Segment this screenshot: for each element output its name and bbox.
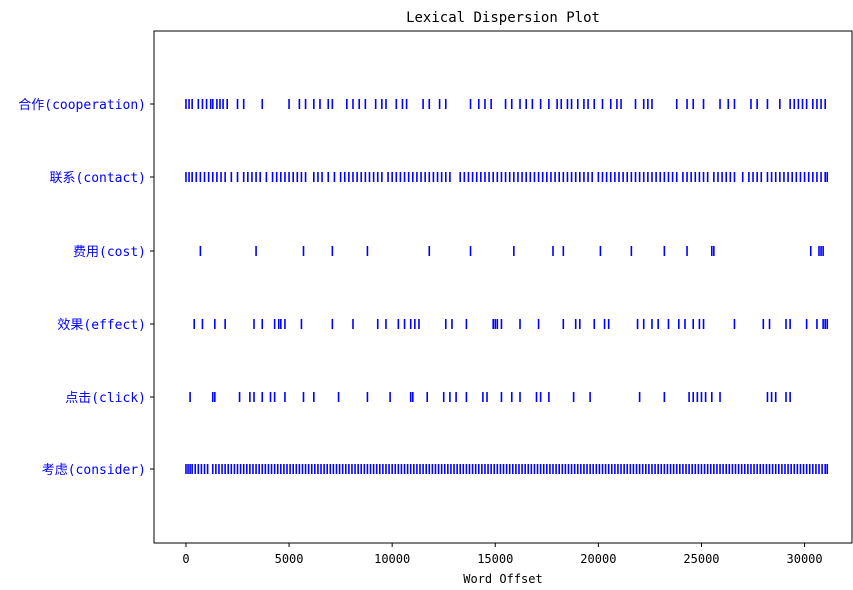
x-tick-label: 0 <box>182 552 189 566</box>
x-tick-label: 25000 <box>683 552 719 566</box>
y-tick-label: 费用(cost) <box>73 245 146 260</box>
series-row <box>193 319 829 329</box>
y-tick-label: 效果(effect) <box>57 318 146 333</box>
x-tick-label: 5000 <box>275 552 304 566</box>
x-tick-layer: 0 5000 10000 15000 20000 25000 30000 <box>182 543 823 566</box>
y-tick-label: 点击(click) <box>65 391 146 406</box>
chart-title: Lexical Dispersion Plot <box>406 10 600 26</box>
y-tick-label: 联系(contact) <box>50 171 146 186</box>
x-tick-label: 30000 <box>787 552 823 566</box>
series-row <box>189 392 791 402</box>
x-axis-label: Word Offset <box>463 572 542 586</box>
y-tick-label: 考虑(consider) <box>42 463 146 478</box>
series-row <box>185 464 829 474</box>
series-row <box>199 246 824 256</box>
y-tick-layer: 合作(cooperation) 联系(contact) 费用(cost) 效果(eff… <box>18 98 154 478</box>
series-row <box>185 172 829 182</box>
x-tick-label: 10000 <box>374 552 410 566</box>
y-tick-label: 合作(cooperation) <box>18 98 146 113</box>
marks-layer <box>185 99 829 474</box>
x-tick-label: 15000 <box>477 552 513 566</box>
plot-frame <box>153 30 853 544</box>
x-tick-label: 20000 <box>580 552 616 566</box>
series-row <box>185 99 826 109</box>
